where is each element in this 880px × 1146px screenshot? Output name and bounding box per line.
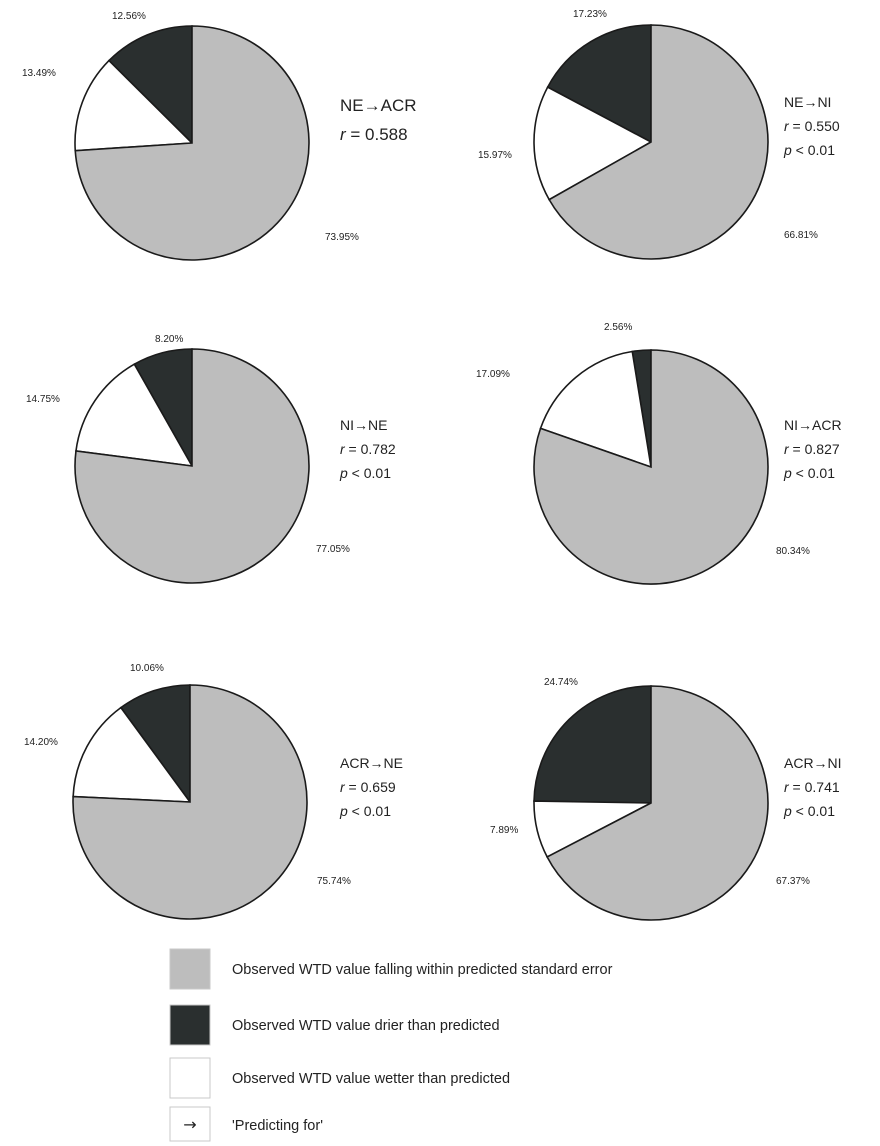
pie-6-slice-drier xyxy=(533,685,652,804)
pie-5-label-wetter: 14.20% xyxy=(24,737,58,748)
pie-4-title: NI→ACR xyxy=(784,417,842,433)
pie-1-r-symbol: r xyxy=(340,125,347,144)
pie-5-r-stat: r = 0.659 xyxy=(340,779,396,795)
pie-4-r-value: = 0.827 xyxy=(789,441,840,457)
pie-3-label-wetter: 14.75% xyxy=(26,394,60,405)
pie-3-r-value: = 0.782 xyxy=(345,441,396,457)
pie-3-slice-within xyxy=(74,348,310,584)
pie-2-slice-drier xyxy=(546,24,652,144)
pie-6-r-stat: r = 0.741 xyxy=(784,779,840,795)
pie-2-p-stat: p < 0.01 xyxy=(783,142,835,158)
pie-5-title: ACR→NE xyxy=(340,755,403,771)
pie-1-title: NE→ACR xyxy=(340,96,417,115)
pie-3-r-symbol: r xyxy=(340,441,346,457)
pie-3-title: NI→NE xyxy=(340,417,387,433)
pie-4-slice-within xyxy=(533,349,769,585)
pie-5-p-value: < 0.01 xyxy=(348,803,391,819)
pie-2: 17.23% 15.97% 66.81% NE→NI r = 0.550 p < 0.01 xyxy=(478,9,840,260)
pie-5-p-stat: p < 0.01 xyxy=(339,803,391,819)
pie-1-r-stat: r = 0.588 xyxy=(340,125,408,144)
pie-6: 24.74% 7.89% 67.37% ACR→NI r = 0.741 p < 0.01 xyxy=(490,677,842,921)
pie-3-slice-wetter xyxy=(75,363,194,467)
legend-label-wetter: Observed WTD value wetter than predicted xyxy=(232,1071,510,1087)
pie-6-label-within: 67.37% xyxy=(776,876,810,887)
pie-6-label-wetter: 7.89% xyxy=(490,825,518,836)
pie-5-p-symbol: p xyxy=(339,803,348,819)
pie-6-r-symbol: r xyxy=(784,779,790,795)
pie-3-r-stat: r = 0.782 xyxy=(340,441,396,457)
pie-4-label-wetter: 17.09% xyxy=(476,369,510,380)
legend-swatch-wetter xyxy=(169,1057,211,1099)
legend-item-within: Observed WTD value falling within predic… xyxy=(169,948,613,990)
pie-3-label-within: 77.05% xyxy=(316,544,350,555)
pie-5-slice-within xyxy=(72,684,308,920)
legend-label-within: Observed WTD value falling within predic… xyxy=(232,962,613,978)
legend-item-wetter: Observed WTD value wetter than predicted xyxy=(169,1057,510,1099)
pie-5-r-value: = 0.659 xyxy=(345,779,396,795)
pie-3: 8.20% 14.75% 77.05% NI→NE r = 0.782 p < 0.01 xyxy=(26,334,396,584)
pie-2-slice-wetter xyxy=(533,86,653,201)
pie-4-p-value: < 0.01 xyxy=(792,465,835,481)
pie-4: 2.56% 17.09% 80.34% NI→ACR r = 0.827 p < 0.01 xyxy=(476,322,842,585)
pie-2-p-symbol: p xyxy=(783,142,792,158)
arrow-icon: → xyxy=(183,1115,196,1134)
pie-2-label-within: 66.81% xyxy=(784,230,818,241)
pie-1: 12.56% 13.49% 73.95% NE→ACR r = 0.588 xyxy=(22,11,417,261)
pie-1-label-wetter: 13.49% xyxy=(22,68,56,79)
legend: Observed WTD value falling within predic… xyxy=(169,948,613,1142)
pie-1-label-drier: 12.56% xyxy=(112,11,146,22)
pie-2-label-drier: 17.23% xyxy=(573,9,607,20)
pie-5-label-within: 75.74% xyxy=(317,876,351,887)
pie-3-p-value: < 0.01 xyxy=(348,465,391,481)
pie-3-label-drier: 8.20% xyxy=(155,334,183,345)
pie-5-slice-drier xyxy=(119,684,191,805)
pie-1-slice-within xyxy=(74,25,310,261)
pie-2-label-wetter: 15.97% xyxy=(478,150,512,161)
pie-5-slice-wetter xyxy=(72,706,192,803)
pie-5: 10.06% 14.20% 75.74% ACR→NE r = 0.659 p < 0.0… xyxy=(24,663,403,920)
pie-1-slice-drier xyxy=(107,25,193,145)
pie-4-label-within: 80.34% xyxy=(776,546,810,557)
pie-2-r-stat: r = 0.550 xyxy=(784,118,840,134)
pie-6-p-stat: p < 0.01 xyxy=(783,803,835,819)
pie-6-label-drier: 24.74% xyxy=(544,677,578,688)
pie-3-p-symbol: p xyxy=(339,465,348,481)
pie-4-p-symbol: p xyxy=(783,465,792,481)
legend-swatch-arrow xyxy=(169,1106,211,1142)
pie-4-r-symbol: r xyxy=(784,441,790,457)
legend-swatch-within xyxy=(169,948,211,990)
pie-1-label-within: 73.95% xyxy=(325,232,359,243)
legend-label-arrow: 'Predicting for' xyxy=(232,1118,323,1134)
pie-4-slice-wetter xyxy=(539,350,653,469)
pie-6-r-value: = 0.741 xyxy=(789,779,840,795)
pie-4-label-drier: 2.56% xyxy=(604,322,632,333)
pie-3-p-stat: p < 0.01 xyxy=(339,465,391,481)
legend-swatch-drier xyxy=(169,1004,211,1046)
pie-1-slice-wetter xyxy=(74,59,194,152)
legend-item-drier: Observed WTD value drier than predicted xyxy=(169,1004,500,1046)
pie-6-slice-within xyxy=(546,685,769,921)
pie-6-p-symbol: p xyxy=(783,803,792,819)
pie-6-p-value: < 0.01 xyxy=(792,803,835,819)
pie-5-label-drier: 10.06% xyxy=(130,663,164,674)
pie-4-p-stat: p < 0.01 xyxy=(783,465,835,481)
pie-2-slice-within xyxy=(548,24,769,260)
legend-item-arrow: → 'Predicting for' xyxy=(169,1106,323,1142)
pie-5-r-symbol: r xyxy=(340,779,346,795)
pie-2-r-value: = 0.550 xyxy=(789,118,840,134)
pie-2-r-symbol: r xyxy=(784,118,790,134)
pie-1-r-value: = 0.588 xyxy=(346,125,408,144)
pie-2-p-value: < 0.01 xyxy=(792,142,835,158)
pie-4-r-stat: r = 0.827 xyxy=(784,441,840,457)
pie-2-title: NE→NI xyxy=(784,94,831,110)
pie-6-title: ACR→NI xyxy=(784,755,842,771)
legend-label-drier: Observed WTD value drier than predicted xyxy=(232,1018,500,1034)
